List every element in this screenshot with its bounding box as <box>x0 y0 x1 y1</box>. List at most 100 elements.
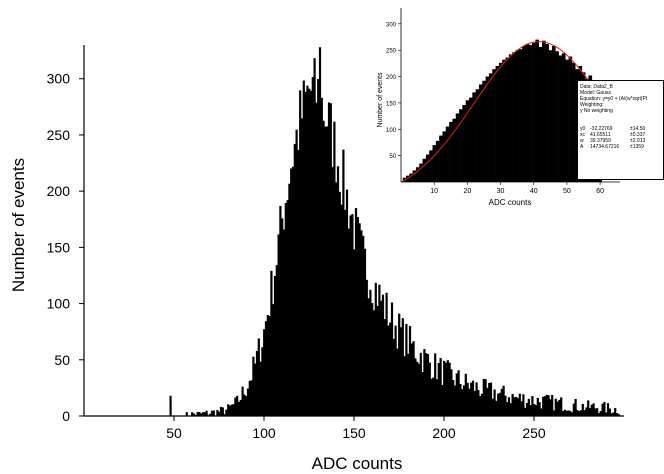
inset-bar <box>405 175 410 182</box>
main-bar <box>491 398 494 416</box>
main-bar <box>371 303 374 416</box>
main-bar <box>466 382 469 416</box>
main-bar <box>252 356 255 416</box>
main-bar <box>363 248 367 416</box>
main-bar <box>390 302 394 416</box>
inset-bar <box>498 62 503 182</box>
fit-param-row: xc 41.65511 ±0.337 <box>580 132 661 138</box>
main-bar <box>336 166 340 416</box>
main-bar <box>218 411 221 416</box>
inset-bar <box>465 100 470 182</box>
main-bar <box>446 360 449 416</box>
inset-bar <box>555 51 559 183</box>
main-bar <box>335 182 338 416</box>
inset-x-tick-label: 20 <box>463 188 471 195</box>
main-bar <box>358 223 361 416</box>
main-bar <box>450 369 453 416</box>
main-bar <box>291 166 295 416</box>
inset-bar <box>502 59 506 182</box>
inset-bar <box>522 45 526 182</box>
main-bar <box>608 408 611 416</box>
main-bar <box>353 249 356 416</box>
inset-bar <box>459 109 463 182</box>
main-bar <box>398 313 401 416</box>
main-bar <box>524 407 527 416</box>
main-bar <box>534 405 538 416</box>
fit-param-error: ±0.337 <box>630 132 646 138</box>
inset-bar <box>409 173 413 182</box>
main-bar <box>588 408 592 416</box>
inset-bar <box>495 66 500 182</box>
main-bar <box>209 413 212 416</box>
main-bar <box>536 397 539 416</box>
main-bar <box>216 410 219 416</box>
main-bar <box>587 400 590 416</box>
main-bar <box>169 395 172 416</box>
main-bar <box>486 387 489 416</box>
main-bar <box>430 378 433 416</box>
main-y-tick-label: 50 <box>54 352 70 368</box>
inset-y-ticks: 50 100 150 200 250 300 <box>386 22 401 160</box>
main-bar <box>212 410 215 416</box>
main-bar <box>567 410 570 416</box>
main-bar <box>210 410 214 416</box>
main-bar <box>360 230 363 416</box>
fit-param-value: -32.22769 <box>590 126 613 132</box>
fit-info-line: Model: Gauss <box>580 90 611 96</box>
inset-bar <box>422 158 427 182</box>
main-bar <box>347 228 350 416</box>
inset-bar <box>558 55 563 182</box>
inset-bar <box>538 47 543 182</box>
inset-bar <box>492 69 496 182</box>
main-bar <box>306 85 309 416</box>
main-bar <box>547 395 550 416</box>
main-bar <box>506 402 509 416</box>
main-bar <box>488 383 491 416</box>
main-bar <box>320 97 323 416</box>
main-bar <box>259 361 262 416</box>
main-bar <box>468 388 471 416</box>
main-bar <box>293 144 296 416</box>
inset-bar <box>561 53 566 182</box>
main-bar <box>558 399 561 416</box>
main-bar <box>349 215 352 416</box>
fit-param-name: w <box>580 138 584 144</box>
main-bar <box>464 373 467 416</box>
main-bar <box>434 353 437 416</box>
main-bar <box>223 414 226 416</box>
main-bar <box>572 403 575 416</box>
main-bar <box>533 403 536 416</box>
main-bar <box>570 412 574 416</box>
inset-bar <box>571 62 576 182</box>
inset-bar <box>462 105 467 182</box>
main-bar <box>356 216 359 416</box>
main-x-tick-label: 150 <box>342 425 366 441</box>
main-bar <box>596 408 599 416</box>
main-bar <box>599 410 602 416</box>
main-bar <box>338 191 341 416</box>
main-bar <box>281 218 284 416</box>
main-bar <box>522 394 525 416</box>
inset-bar <box>478 84 483 182</box>
main-bar <box>457 370 460 416</box>
main-bar <box>495 400 498 416</box>
main-bar <box>234 397 237 416</box>
main-bar <box>470 382 473 416</box>
main-x-axis-label: ADC counts <box>312 454 403 473</box>
main-bar <box>263 329 266 416</box>
main-bar <box>198 412 201 416</box>
main-bar <box>538 402 541 416</box>
main-bar <box>331 167 334 416</box>
main-bar <box>578 411 581 416</box>
main-bar <box>574 398 577 416</box>
main-bar <box>282 229 286 416</box>
main-bar <box>333 121 336 417</box>
inset-bar <box>472 92 476 182</box>
main-bar <box>461 389 464 416</box>
main-bar <box>185 412 188 416</box>
main-bar <box>459 384 462 416</box>
main-bar <box>480 393 484 416</box>
fit-param-value: 14734.67216 <box>590 144 620 150</box>
fit-param-name: A <box>580 144 584 150</box>
main-bar <box>221 407 224 416</box>
